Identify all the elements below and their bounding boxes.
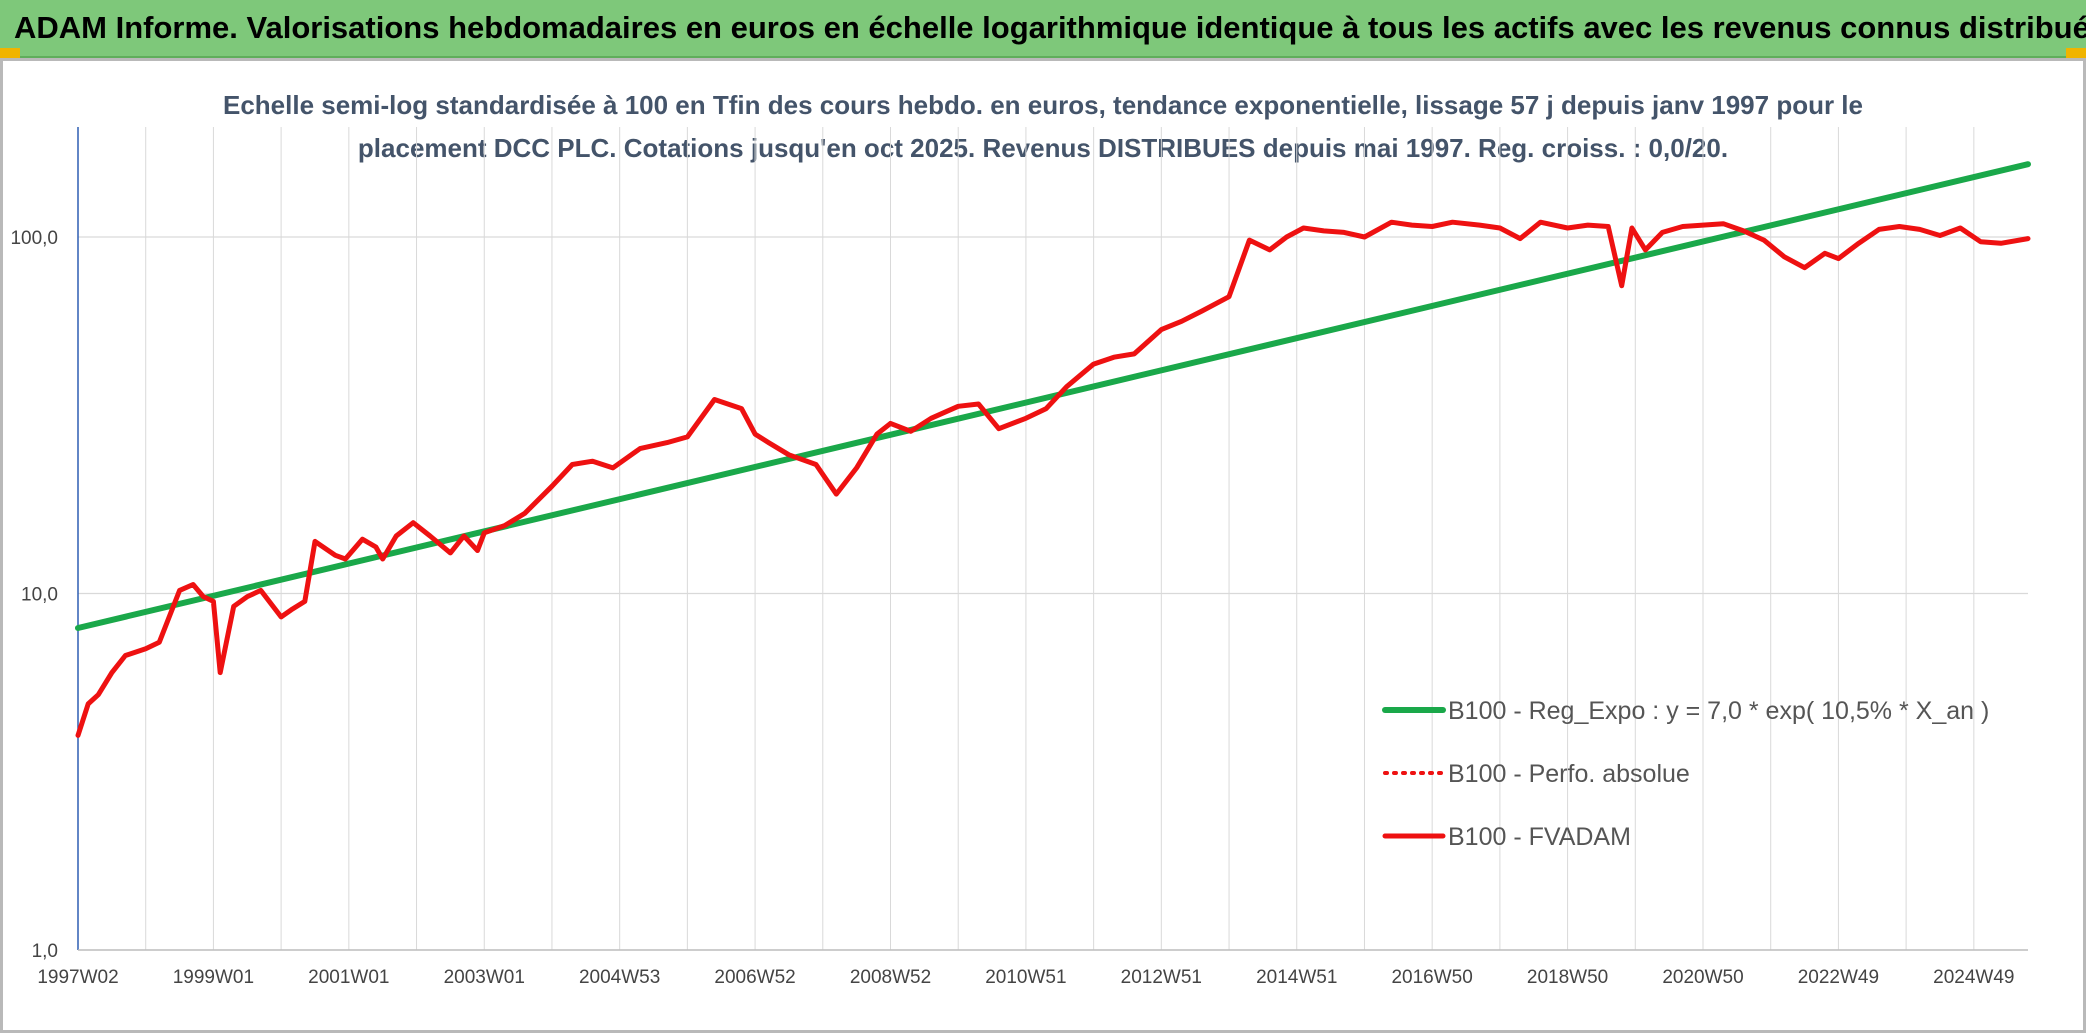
report-title: ADAM Informe. Valorisations hebdomadaire… (14, 10, 2086, 45)
x-tick-label: 2016W50 (1391, 967, 1472, 988)
x-tick-label: 1999W01 (173, 967, 254, 988)
x-tick-label: 2008W52 (850, 967, 931, 988)
legend-fvadam-label: B100 - FVADAM (1448, 823, 1631, 851)
chart-frame (0, 58, 2086, 1033)
x-tick-label: 2012W51 (1121, 967, 1202, 988)
y-tick-label: 1,0 (32, 941, 58, 962)
x-tick-label: 2006W52 (714, 967, 795, 988)
x-tick-label: 2004W53 (579, 967, 660, 988)
report-banner: ADAM Informe. Valorisations hebdomadaire… (0, 0, 2086, 58)
gridlines (77, 127, 2028, 951)
trend-line (75, 161, 2031, 631)
x-tick-label: 2003W01 (444, 967, 525, 988)
legend-trend-label: B100 - Reg_Expo : y = 7,0 * exp( 10,5% *… (1448, 697, 1989, 725)
x-tick-label: 2001W01 (308, 967, 389, 988)
x-tick-label: 1997W02 (37, 967, 118, 988)
x-tick-label: 2014W51 (1256, 967, 1337, 988)
x-tick-label: 2024W49 (1933, 967, 2014, 988)
x-tick-label: 2020W50 (1662, 967, 1743, 988)
legend: B100 - Reg_Expo : y = 7,0 * exp( 10,5% *… (1382, 697, 1989, 851)
fvadam-line (75, 219, 2031, 738)
y-tick-label: 10,0 (21, 585, 58, 606)
chart-title-line1: Echelle semi-log standardisée à 100 en T… (222, 90, 1863, 120)
corner-marker-left (0, 48, 20, 58)
axes: 1,0 10,0 100,0 1997W02 1999W01 2001W01 2003W01… (10, 127, 2028, 988)
x-tick-label: 2018W50 (1527, 967, 1608, 988)
series-lines (75, 161, 2031, 738)
y-tick-label: 100,0 (10, 228, 58, 249)
legend-perfo-absolue-label: B100 - Perfo. absolue (1448, 760, 1690, 788)
corner-marker-right (2066, 48, 2086, 58)
x-tick-label: 2010W51 (985, 967, 1066, 988)
x-tick-label: 2022W49 (1798, 967, 1879, 988)
